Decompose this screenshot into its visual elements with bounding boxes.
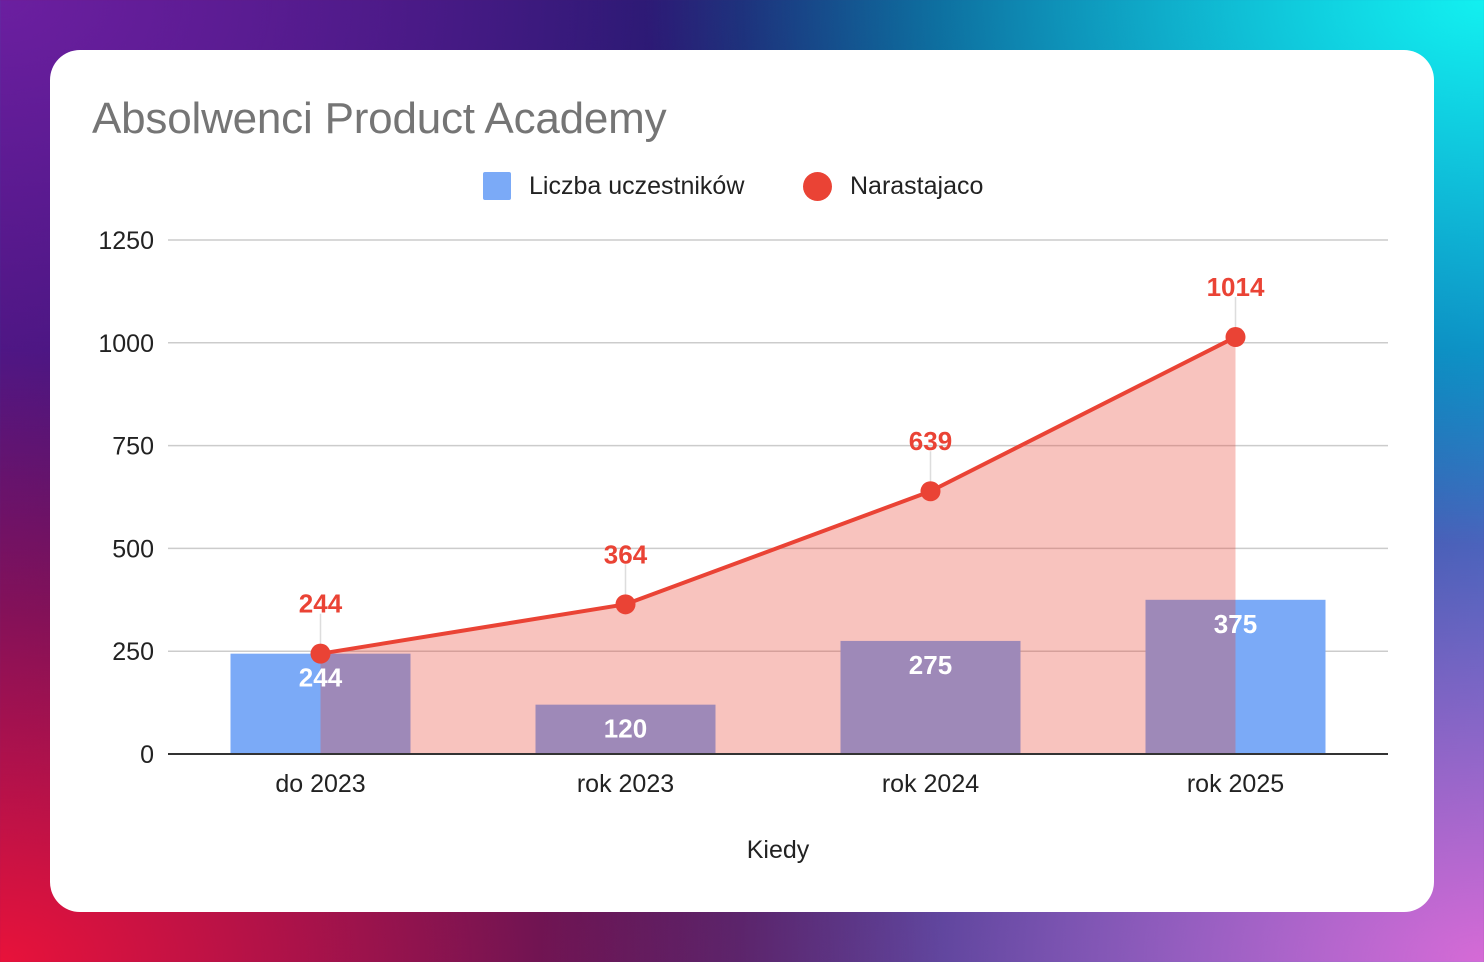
cumulative-value-label-1: 364	[604, 539, 648, 569]
y-tick-label-3: 750	[112, 433, 154, 461]
y-tick-label-2: 500	[112, 535, 154, 563]
bar-0	[230, 653, 411, 754]
cumulative-line	[320, 335, 1237, 656]
y-tick-label-4: 1000	[98, 330, 154, 358]
chart-card: Absolwenci Product Academy Liczba uczest…	[50, 50, 1434, 912]
bar-value-label-2: 275	[909, 650, 952, 680]
cumulative-area	[320, 337, 1236, 754]
x-tick-label-3: rok 2025	[1187, 770, 1284, 798]
cumulative-value-label-2: 639	[909, 426, 952, 456]
legend-item-line[interactable]: Narastajaco	[803, 168, 983, 204]
x-tick-label-0: do 2023	[275, 770, 365, 798]
bar-3	[1145, 599, 1326, 754]
bar-1	[535, 704, 716, 754]
cumulative-point-1	[615, 594, 636, 615]
legend: Liczba uczestników Narastajaco	[50, 168, 1434, 204]
legend-swatch-line	[803, 171, 832, 201]
chart-plot: 0 250 500 750 1000 1250 244 120 275 375 244 364 639 1…	[98, 227, 1388, 798]
y-tick-label-5: 1250	[98, 227, 154, 255]
cumulative-value-label-3: 1014	[1207, 272, 1265, 302]
legend-item-bars[interactable]: Liczba uczestników	[483, 168, 744, 204]
bar-value-label-1: 120	[604, 714, 647, 744]
bar-value-label-0: 244	[299, 663, 343, 693]
cumulative-value-label-0: 244	[299, 589, 343, 619]
y-tick-label-0: 0	[140, 741, 154, 769]
legend-label-bars: Liczba uczestników	[529, 171, 745, 200]
cumulative-point-0	[310, 643, 331, 664]
legend-label-line: Narastajaco	[850, 171, 984, 200]
bar-2	[840, 640, 1021, 754]
y-tick-label-1: 250	[112, 638, 154, 666]
x-tick-label-2: rok 2024	[882, 770, 979, 798]
chart-title: Absolwenci Product Academy	[92, 94, 667, 143]
legend-swatch-bars	[483, 172, 511, 200]
x-tick-label-1: rok 2023	[577, 770, 674, 798]
x-axis-title: Kiedy	[746, 836, 810, 864]
cumulative-point-2	[920, 481, 941, 502]
bar-value-label-3: 375	[1214, 609, 1257, 639]
cumulative-point-3	[1225, 327, 1246, 348]
